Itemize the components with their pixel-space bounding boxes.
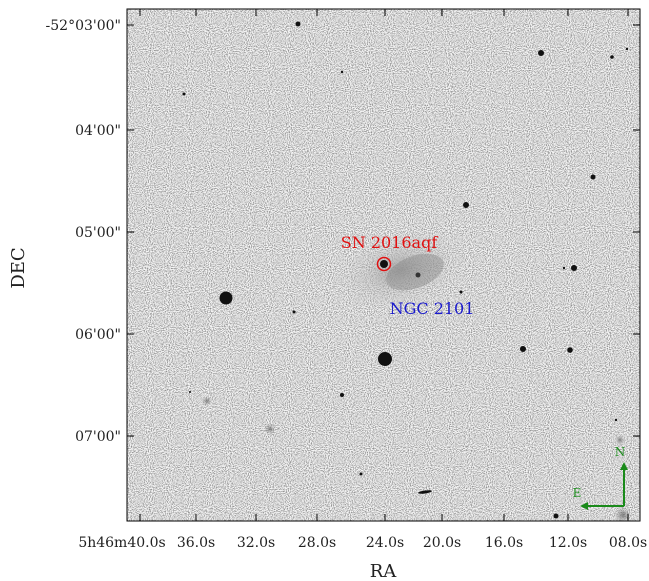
- image-frame: [126, 8, 641, 522]
- star: [553, 513, 559, 519]
- sn-label: SN 2016aqf: [341, 233, 439, 252]
- y-tick-label: 04'00": [75, 123, 121, 139]
- y-tick-labels: -52°03'00" 04'00" 05'00" 06'00" 07'00": [46, 18, 121, 445]
- star: [614, 418, 618, 422]
- compass: [580, 462, 628, 510]
- x-tick-label: 08.0s: [609, 535, 647, 551]
- x-ticks: [139, 9, 629, 521]
- galaxy-ngc2101: [331, 227, 469, 313]
- star: [378, 352, 392, 366]
- compass-east-label: E: [573, 486, 582, 500]
- y-tick-label: 06'00": [75, 327, 121, 343]
- star: [340, 70, 344, 74]
- galaxy-label: NGC 2101: [390, 299, 475, 318]
- star: [610, 55, 614, 59]
- star-field: [182, 21, 629, 519]
- x-axis-label: RA: [370, 561, 398, 581]
- star: [359, 472, 363, 476]
- compass-north-label: N: [615, 445, 626, 459]
- faint-sources: [202, 396, 632, 521]
- x-tick-label: 28.0s: [298, 535, 336, 551]
- y-tick-label: 07'00": [75, 429, 121, 445]
- star: [538, 50, 544, 56]
- star: [418, 490, 432, 494]
- x-tick-label: 32.0s: [237, 535, 275, 551]
- x-tick-label: 20.0s: [423, 535, 461, 551]
- star: [571, 265, 577, 271]
- x-tick-label: 12.0s: [549, 535, 587, 551]
- star: [520, 346, 526, 352]
- sn-circle: [376, 256, 392, 272]
- y-tick-label: 05'00": [75, 225, 121, 241]
- star: [567, 347, 573, 353]
- star: [463, 202, 469, 208]
- star: [625, 47, 629, 51]
- x-tick-labels: 5h46m40.0s 36.0s 32.0s 28.0s 24.0s 20.0s…: [78, 535, 647, 551]
- star: [590, 174, 596, 180]
- y-axis-label: DEC: [8, 247, 29, 288]
- star: [189, 391, 191, 393]
- x-tick-label: 36.0s: [177, 535, 215, 551]
- y-tick-label: -52°03'00": [46, 18, 121, 34]
- star: [292, 310, 296, 314]
- star: [459, 290, 463, 294]
- x-tick-label: 5h46m40.0s: [78, 535, 165, 551]
- star: [295, 21, 301, 27]
- y-ticks: [127, 24, 640, 437]
- x-tick-label: 16.0s: [485, 535, 523, 551]
- star: [182, 92, 186, 96]
- sn-marker: [376, 256, 392, 272]
- star: [219, 291, 233, 305]
- x-tick-label: 24.0s: [366, 535, 404, 551]
- star: [340, 393, 344, 397]
- star: [562, 266, 566, 270]
